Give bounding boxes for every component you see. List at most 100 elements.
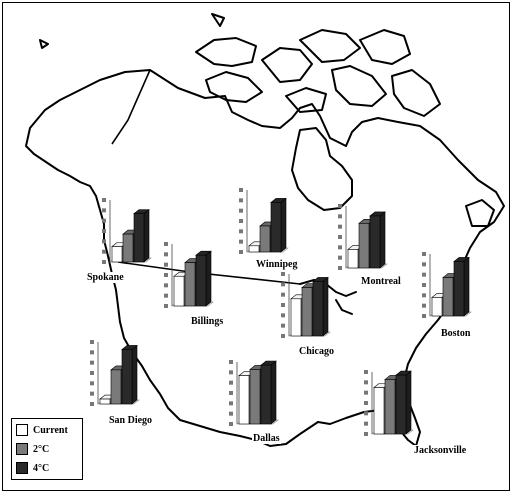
chart-tick-jacksonville xyxy=(364,432,368,436)
chart-tick-dallas xyxy=(229,411,233,416)
bar-boston-current xyxy=(431,297,443,317)
chart-billings xyxy=(164,242,214,308)
bar-winnipeg-plus4-side xyxy=(280,197,287,253)
bar-jacksonville-plus4 xyxy=(395,374,407,435)
chart-tick-montreal xyxy=(338,266,342,270)
chart-winnipeg xyxy=(239,188,289,254)
chart-tick-montreal xyxy=(338,224,342,229)
chart-tick-montreal xyxy=(338,245,342,250)
chart-tick-chicago xyxy=(281,272,285,276)
legend-item-2c: 2°C xyxy=(16,442,49,456)
chart-tick-montreal xyxy=(338,235,342,239)
bar-boston-plus4-side xyxy=(463,256,470,317)
chart-tick-montreal xyxy=(338,204,342,208)
bar-spokane-plus2 xyxy=(122,233,134,263)
chart-tick-san-diego xyxy=(90,391,94,396)
bar-chicago-plus4 xyxy=(312,281,324,337)
arctic-islands xyxy=(39,13,441,117)
chart-tick-winnipeg xyxy=(239,219,243,223)
chart-tick-billings xyxy=(164,262,168,267)
chart-tick-montreal xyxy=(338,255,342,260)
city-label-jacksonville: Jacksonville xyxy=(413,445,468,456)
chart-tick-billings xyxy=(164,273,168,277)
city-label-dallas: Dallas xyxy=(252,433,281,444)
chart-tick-winnipeg xyxy=(239,208,243,213)
bar-winnipeg-plus2 xyxy=(259,225,271,253)
chart-chicago xyxy=(281,272,331,338)
chart-san-diego xyxy=(90,340,140,406)
chart-tick-san-diego xyxy=(90,402,94,406)
chart-tick-winnipeg xyxy=(239,198,243,203)
chart-spokane xyxy=(102,198,152,264)
chart-tick-spokane xyxy=(102,198,106,202)
chart-tick-boston xyxy=(422,252,426,256)
chart-tick-boston xyxy=(422,283,426,287)
chart-tick-chicago xyxy=(281,323,285,328)
chart-tick-dallas xyxy=(229,391,233,395)
chart-tick-san-diego xyxy=(90,340,94,344)
city-label-winnipeg: Winnipeg xyxy=(255,259,299,270)
bar-jacksonville-plus4-side xyxy=(405,370,412,435)
chart-tick-billings xyxy=(164,252,168,257)
chart-tick-boston xyxy=(422,293,426,298)
legend-swatch-2c xyxy=(16,443,28,455)
bar-san-diego-plus4 xyxy=(121,349,133,405)
chart-tick-billings xyxy=(164,283,168,288)
chart-boston xyxy=(422,252,472,318)
bar-jacksonville-current xyxy=(373,387,385,435)
chart-tick-boston xyxy=(422,303,426,308)
chart-tick-san-diego xyxy=(90,371,94,375)
chart-tick-spokane xyxy=(102,260,106,264)
chart-tick-billings xyxy=(164,242,168,246)
chart-tick-jacksonville xyxy=(364,411,368,416)
chart-tick-dallas xyxy=(229,380,233,385)
legend-swatch-4c xyxy=(16,462,28,474)
chart-tick-billings xyxy=(164,304,168,308)
bar-spokane-plus4-side xyxy=(143,209,150,263)
chart-tick-boston xyxy=(422,272,426,277)
bar-billings-plus4 xyxy=(195,254,207,307)
chart-tick-chicago xyxy=(281,282,285,287)
chart-tick-jacksonville xyxy=(364,370,368,374)
bar-boston-plus4 xyxy=(453,261,465,317)
chart-tick-winnipeg xyxy=(239,188,243,192)
bar-montreal-plus2 xyxy=(358,223,370,269)
chart-dallas xyxy=(229,360,279,426)
chart-tick-spokane xyxy=(102,208,106,213)
bar-boston-plus2 xyxy=(442,277,454,317)
legend-item-4c: 4°C xyxy=(16,461,49,475)
bar-chicago-current xyxy=(290,298,302,337)
bar-jacksonville-plus2 xyxy=(384,379,396,435)
legend-label-2c: 2°C xyxy=(33,443,50,455)
bar-dallas-current xyxy=(238,375,250,425)
chart-tick-san-diego xyxy=(90,381,94,386)
chart-tick-dallas xyxy=(229,401,233,406)
chart-tick-dallas xyxy=(229,422,233,426)
chart-tick-spokane xyxy=(102,239,106,244)
chart-tick-boston xyxy=(422,262,426,267)
alaska-canada-border xyxy=(111,69,151,145)
legend-label-current: Current xyxy=(33,424,68,436)
chart-tick-chicago xyxy=(281,292,285,297)
bar-billings-current xyxy=(173,275,185,307)
bar-billings-plus4-side xyxy=(205,250,212,307)
chart-tick-dallas xyxy=(229,370,233,375)
chart-tick-chicago xyxy=(281,313,285,318)
chart-tick-spokane xyxy=(102,249,106,254)
bar-dallas-plus2 xyxy=(249,369,261,425)
bar-billings-plus2 xyxy=(184,262,196,307)
bar-dallas-plus4-side xyxy=(270,360,277,425)
chart-layer xyxy=(90,188,472,436)
city-label-billings: Billings xyxy=(190,316,225,327)
bar-winnipeg-current xyxy=(248,245,260,253)
bar-montreal-plus4-side xyxy=(379,211,386,269)
bar-winnipeg-plus4 xyxy=(270,202,282,253)
chart-tick-jacksonville xyxy=(364,390,368,395)
chart-tick-winnipeg xyxy=(239,250,243,254)
chart-tick-boston xyxy=(422,314,426,318)
city-label-chicago: Chicago xyxy=(298,346,335,357)
bar-san-diego-plus2 xyxy=(110,369,122,405)
chart-montreal xyxy=(338,204,388,270)
